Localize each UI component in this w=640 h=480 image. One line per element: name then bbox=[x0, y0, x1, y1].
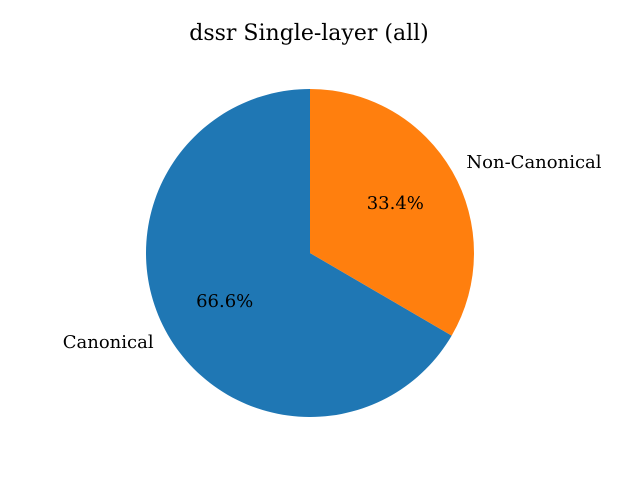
pie-label-non-canonical: Non-Canonical bbox=[466, 152, 601, 173]
pie-value-label-canonical: 66.6% bbox=[196, 291, 253, 312]
chart-title: dssr Single-layer (all) bbox=[189, 21, 429, 46]
pie-slices bbox=[145, 89, 474, 417]
pie-slice-non-canonical bbox=[310, 89, 474, 336]
pie-value-label-non-canonical: 33.4% bbox=[367, 193, 424, 214]
pie-label-canonical: Canonical bbox=[63, 332, 154, 353]
pie-labels: Canonical 66.6% Non-Canonical 33.4% bbox=[63, 152, 602, 353]
pie-slice-canonical bbox=[145, 89, 452, 417]
